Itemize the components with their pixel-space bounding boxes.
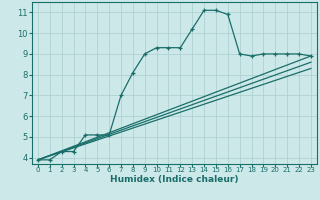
X-axis label: Humidex (Indice chaleur): Humidex (Indice chaleur): [110, 175, 239, 184]
